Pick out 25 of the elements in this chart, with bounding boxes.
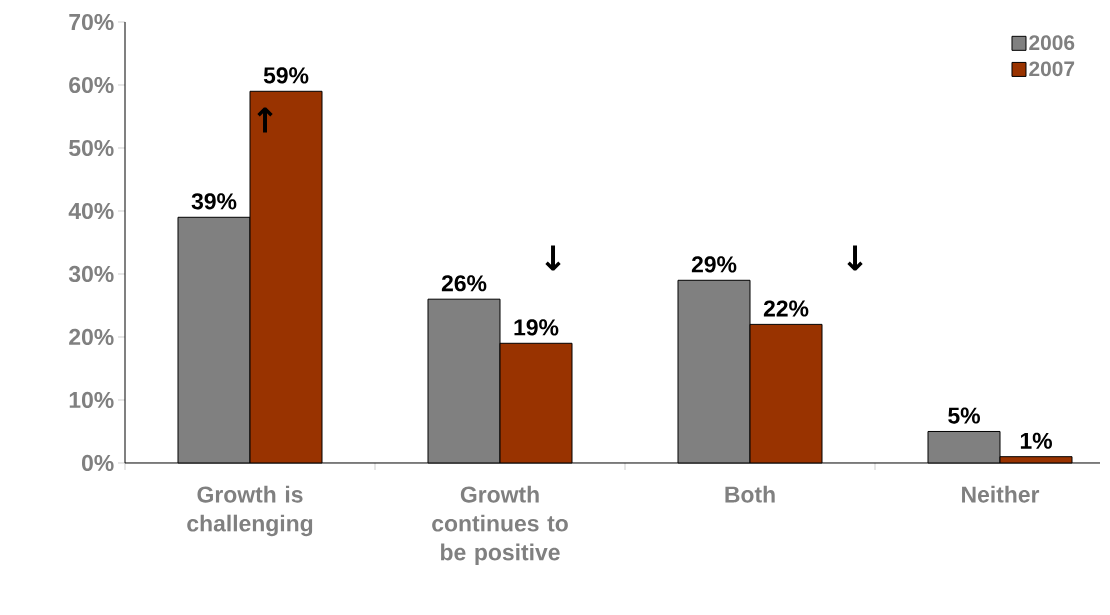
y-tick-label: 60% [69, 76, 114, 94]
annotation: ↓ [847, 245, 863, 271]
annotation: ↑ [257, 107, 273, 133]
data-label: 29% [691, 256, 737, 273]
x-tick-label: Both [725, 485, 775, 503]
data-label: 1% [1020, 432, 1052, 449]
y-tick-label: 40% [68, 202, 114, 220]
data-label: 5% [948, 407, 980, 424]
x-tick-label: Growth is challenging [187, 485, 313, 537]
annotation: ↓ [545, 245, 561, 271]
y-tick-label: 20% [69, 328, 114, 346]
legend-label: 2007 [1029, 61, 1075, 77]
y-tick-label: 10% [69, 391, 114, 409]
data-label: 59% [263, 67, 309, 84]
y-tick-label: 0% [81, 454, 114, 472]
x-tick-label: Growth continues to be positive [432, 485, 568, 565]
data-label: 26% [441, 275, 487, 292]
y-tick-label: 30% [68, 265, 114, 283]
data-label: 22% [763, 300, 809, 317]
x-tick-label: Neither [962, 485, 1040, 503]
data-label: 39% [191, 193, 237, 210]
data-label: 19% [514, 319, 559, 336]
legend-label: 2006 [1029, 35, 1075, 51]
y-tick-label: 70% [69, 13, 114, 31]
y-tick-label: 50% [69, 139, 114, 157]
